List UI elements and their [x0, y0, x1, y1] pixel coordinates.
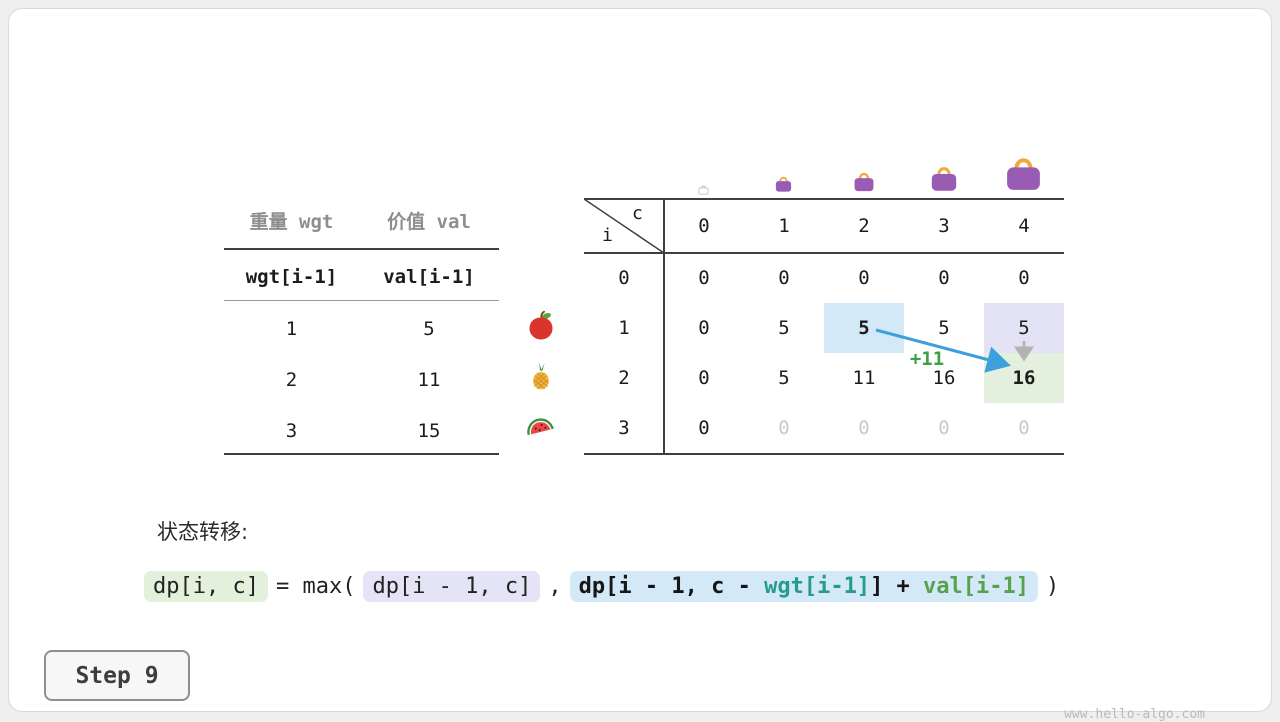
formula-option-skip: dp[i - 1, c] [363, 571, 541, 602]
item-weight: 1 [285, 318, 298, 340]
dp-column-headers: 0 1 2 3 4 [664, 199, 1064, 253]
transition-title: 状态转移: [157, 520, 249, 544]
formula-option-take: dp[i - 1, c - wgt[i-1]] + val[i-1] [569, 571, 1039, 602]
diagonal-line [583, 198, 665, 254]
dp-cell: 11 [852, 367, 876, 389]
dp-cell: 5 [778, 317, 790, 339]
dp-cell: 0 [698, 417, 710, 439]
dp-cell: 0 [1018, 417, 1030, 439]
take-item-arrow [875, 328, 1011, 373]
dp-cell: 5 [938, 317, 950, 339]
formula-take-val: val[i-1] [923, 574, 1030, 599]
pineapple-icon [526, 361, 558, 393]
dp-cell: 0 [778, 267, 790, 289]
items-table-divider-mid [224, 300, 499, 301]
dp-cell-source-highlight: 5 [824, 303, 904, 353]
formula-take-part1: dp[i - 1, c - [578, 574, 765, 599]
dp-table-line-bottom [584, 453, 1064, 455]
transition-arrows [875, 328, 1034, 373]
col-var-label: c [632, 203, 643, 224]
dp-row-header: 3 [618, 417, 630, 439]
dp-cell: 0 [1018, 267, 1030, 289]
dp-cell: 0 [938, 417, 950, 439]
formula-eq-max: = max( [275, 574, 356, 599]
dp-table-line-top [584, 198, 1064, 200]
item-value: 11 [417, 369, 441, 391]
items-table-divider-bottom [224, 453, 499, 455]
item-row-3: 3 15 [224, 415, 499, 447]
dp-cell: 0 [938, 267, 950, 289]
formula-lhs: dp[i, c] [144, 571, 268, 602]
val-var-label: val[i-1] [383, 266, 475, 288]
dp-col-header: 1 [778, 215, 790, 237]
item-row-2: 2 11 [224, 364, 499, 396]
dp-row-headers: 0 1 2 3 [584, 253, 664, 453]
bag-medium-icon [851, 168, 877, 197]
bag-large-icon [927, 161, 961, 197]
dp-col-header: 2 [858, 215, 870, 237]
formula-comma: , [548, 574, 562, 599]
dp-cell: 0 [698, 317, 710, 339]
bag-small-icon [773, 173, 794, 197]
item-weight: 3 [285, 420, 298, 442]
dp-cell: 5 [778, 367, 790, 389]
dp-cell: 0 [858, 267, 870, 289]
arrow-gain-label: +11 [909, 348, 945, 370]
watermark: www.hello-algo.com [1064, 707, 1205, 722]
weight-column-header: 重量 wgt [249, 210, 334, 233]
dp-row-header: 1 [618, 317, 630, 339]
item-row-1: 1 5 [224, 313, 499, 345]
item-value: 15 [417, 420, 441, 442]
watermelon-icon [524, 413, 556, 445]
dp-cell: 16 [932, 367, 956, 389]
items-table-divider-top [224, 248, 499, 250]
dp-table-line-vertical [663, 198, 665, 455]
step-badge: Step 9 [44, 650, 190, 701]
wgt-var-label: wgt[i-1] [245, 266, 338, 288]
dp-cell: 0 [778, 417, 790, 439]
row-var-label: i [602, 225, 613, 246]
formula-take-wgt: wgt[i-1] [764, 574, 871, 599]
item-weight: 2 [285, 369, 298, 391]
dp-col-header: 4 [1018, 215, 1030, 237]
dp-table-line-header [584, 252, 1064, 254]
bag-xlarge-icon [1001, 150, 1046, 197]
transition-formula: dp[i, c] = max( dp[i - 1, c] , dp[i - 1,… [144, 571, 1067, 602]
dp-value-grid: 0 0 0 0 0 0 5 5 5 5 0 5 11 16 16 0 0 0 0… [664, 253, 1064, 453]
formula-close-paren: ) [1046, 574, 1060, 599]
dp-col-header: 3 [938, 215, 950, 237]
dp-row-header: 2 [618, 367, 630, 389]
dp-col-header: 0 [698, 215, 710, 237]
dp-cell: 0 [698, 367, 710, 389]
items-table-header: 重量 wgt 价值 val [224, 204, 499, 236]
dp-cell: 0 [698, 267, 710, 289]
value-column-header: 价值 val [387, 210, 471, 233]
apple-icon [525, 309, 557, 341]
dp-cell: 0 [858, 417, 870, 439]
dp-corner-cell: i c [583, 198, 665, 254]
item-value: 5 [423, 318, 435, 340]
items-table-var-row: wgt[i-1] val[i-1] [224, 261, 499, 293]
figure-card: 重量 wgt 价值 val wgt[i-1] val[i-1] 1 5 2 11… [8, 8, 1272, 722]
formula-take-part3: ] + [870, 574, 924, 599]
dp-row-header: 0 [618, 267, 630, 289]
bag-ghost-icon [697, 180, 710, 199]
